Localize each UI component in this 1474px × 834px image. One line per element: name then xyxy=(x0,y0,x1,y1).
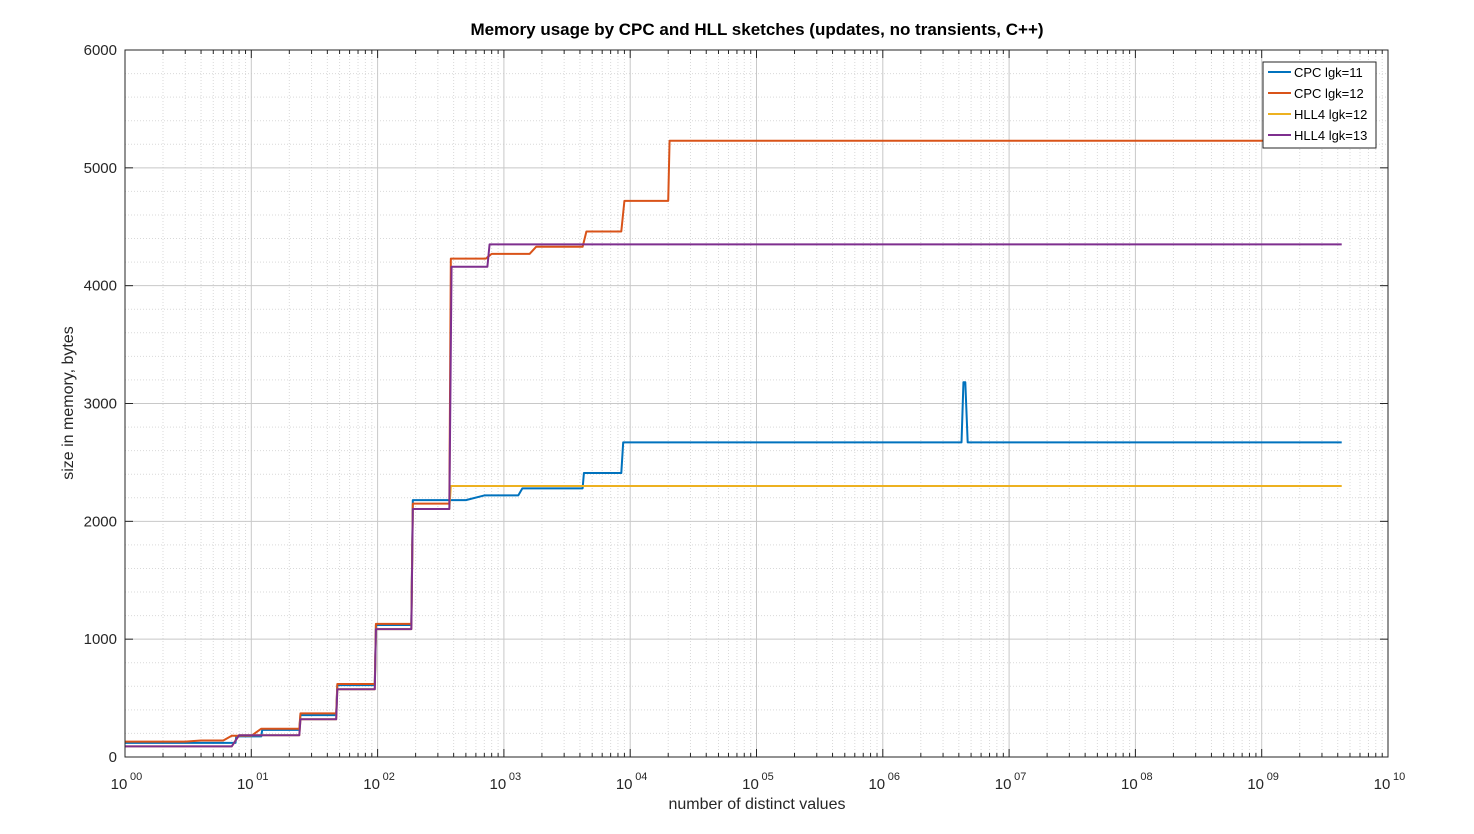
legend-entry: CPC lgk=12 xyxy=(1268,86,1364,101)
legend-box xyxy=(1262,61,1377,149)
x-tick-exponent: 08 xyxy=(1140,771,1152,783)
x-tick-exponent: 02 xyxy=(383,771,395,783)
x-tick-label: 10 09 xyxy=(1247,771,1279,793)
x-tick-exponent: 00 xyxy=(130,771,142,783)
series-line xyxy=(125,381,1342,744)
legend-label: HLL4 lgk=13 xyxy=(1294,128,1367,143)
x-tick-exponent: 06 xyxy=(888,771,900,783)
legend-entry: HLL4 lgk=13 xyxy=(1268,128,1367,143)
x-tick-exponent: 03 xyxy=(509,771,521,783)
x-tick-label: 10 02 xyxy=(363,771,395,793)
x-tick-label: 10 00 xyxy=(111,771,143,793)
y-tick-label: 1000 xyxy=(84,631,117,648)
legend-label: CPC lgk=12 xyxy=(1294,86,1364,101)
x-tick-label: 10 10 xyxy=(1374,771,1406,793)
x-tick-labels: 10 00 10 01 10 02 10 03 10 04 10 05 10 06 10 07 10 08 10 09… xyxy=(111,771,1406,793)
x-tick-label: 10 08 xyxy=(1121,771,1153,793)
axis-ticks xyxy=(124,49,1389,758)
x-tick-base: 10 xyxy=(1121,776,1138,793)
y-tick-label: 5000 xyxy=(84,160,117,177)
legend-label: HLL4 lgk=12 xyxy=(1294,107,1367,122)
x-tick-base: 10 xyxy=(363,776,380,793)
x-tick-exponent: 04 xyxy=(635,771,647,783)
x-tick-base: 10 xyxy=(1374,776,1391,793)
y-tick-labels: 0 1000 2000 3000 4000 5000 6000 xyxy=(84,42,117,766)
x-tick-exponent: 07 xyxy=(1014,771,1026,783)
x-tick-base: 10 xyxy=(995,776,1012,793)
x-tick-label: 10 04 xyxy=(616,771,648,793)
x-axis-label: number of distinct values xyxy=(669,796,846,813)
x-tick-base: 10 xyxy=(111,776,128,793)
x-tick-base: 10 xyxy=(616,776,633,793)
x-tick-label: 10 07 xyxy=(995,771,1027,793)
y-tick-label: 2000 xyxy=(84,513,117,530)
series-line xyxy=(125,243,1342,748)
grid xyxy=(124,49,1389,758)
x-tick-exponent: 01 xyxy=(256,771,268,783)
x-tick-base: 10 xyxy=(868,776,885,793)
x-tick-base: 10 xyxy=(1247,776,1264,793)
y-tick-label: 0 xyxy=(109,749,117,766)
legend-label: CPC lgk=11 xyxy=(1294,65,1363,80)
y-tick-label: 6000 xyxy=(84,42,117,59)
x-tick-label: 10 03 xyxy=(490,771,522,793)
x-tick-base: 10 xyxy=(742,776,759,793)
x-tick-label: 10 05 xyxy=(742,771,774,793)
legend-entry: HLL4 lgk=12 xyxy=(1268,107,1367,122)
chart-title: Memory usage by CPC and HLL sketches (up… xyxy=(470,20,1043,39)
series-lines xyxy=(125,139,1342,748)
legend: CPC lgk=11 CPC lgk=12 HLL4 lgk=12 HLL4 lgk=… xyxy=(1262,61,1377,149)
x-tick-exponent: 09 xyxy=(1267,771,1279,783)
x-tick-label: 10 01 xyxy=(237,771,269,793)
legend-entry: CPC lgk=11 xyxy=(1268,65,1363,80)
x-tick-base: 10 xyxy=(490,776,507,793)
y-axis-label: size in memory, bytes xyxy=(60,326,77,480)
y-tick-label: 3000 xyxy=(84,396,117,413)
x-tick-base: 10 xyxy=(237,776,254,793)
x-tick-exponent: 05 xyxy=(762,771,774,783)
x-tick-exponent: 10 xyxy=(1393,771,1405,783)
x-tick-label: 10 06 xyxy=(868,771,900,793)
y-tick-label: 4000 xyxy=(84,278,117,295)
